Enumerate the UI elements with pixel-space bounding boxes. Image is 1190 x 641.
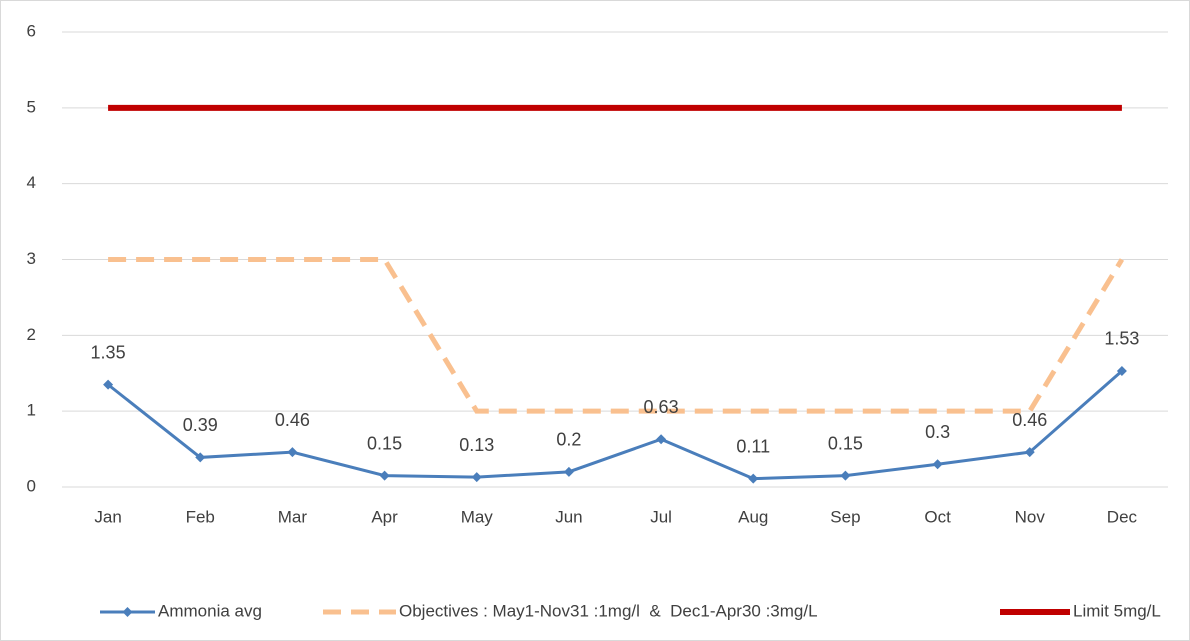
legend-label: Objectives : May1-Nov31 :1mg/l & Dec1-Ap… (399, 601, 818, 620)
data-label: 0.11 (736, 436, 770, 456)
x-tick-label: Mar (278, 507, 308, 526)
data-point (471, 472, 482, 483)
x-tick-label: May (461, 507, 494, 526)
data-label: 1.53 (1104, 329, 1139, 349)
data-label: 0.39 (183, 415, 218, 435)
y-tick-label: 2 (27, 325, 36, 344)
y-tick-label: 0 (27, 476, 36, 495)
data-label: 0.63 (644, 397, 679, 417)
data-point (1024, 447, 1035, 458)
data-label: 0.15 (828, 433, 863, 453)
legend-label: Limit 5mg/L (1073, 601, 1161, 620)
y-tick-label: 4 (27, 173, 36, 192)
data-point (840, 470, 851, 481)
x-tick-label: Dec (1107, 507, 1138, 526)
x-tick-label: Nov (1015, 507, 1046, 526)
data-point (195, 452, 206, 463)
x-tick-label: Apr (371, 507, 398, 526)
y-tick-label: 5 (27, 97, 36, 116)
series-line (107, 369, 1123, 481)
y-tick-label: 1 (27, 401, 36, 420)
data-label: 0.3 (925, 422, 950, 442)
data-label: 0.13 (459, 435, 494, 455)
data-point (932, 459, 943, 470)
data-label: 0.46 (1012, 410, 1047, 430)
x-tick-label: Aug (738, 507, 768, 526)
x-tick-label: Jan (94, 507, 121, 526)
data-point (287, 447, 298, 458)
x-tick-label: Oct (924, 507, 951, 526)
data-label: 1.35 (91, 342, 126, 362)
data-point (563, 466, 574, 477)
y-tick-label: 6 (27, 21, 36, 40)
x-tick-label: Jun (555, 507, 582, 526)
data-point (656, 434, 667, 445)
legend-label: Ammonia avg (158, 601, 262, 620)
series-line (108, 257, 1125, 414)
x-tick-label: Jul (650, 507, 672, 526)
data-point (1116, 365, 1127, 376)
data-label: 0.2 (556, 430, 581, 450)
legend-marker (122, 607, 133, 617)
data-point (748, 473, 759, 484)
data-point (379, 470, 390, 481)
x-tick-label: Sep (830, 507, 860, 526)
data-label: 0.15 (367, 433, 402, 453)
data-label: 0.46 (275, 410, 310, 430)
x-tick-label: Feb (186, 507, 215, 526)
data-point (103, 379, 114, 390)
y-tick-label: 3 (27, 249, 36, 268)
